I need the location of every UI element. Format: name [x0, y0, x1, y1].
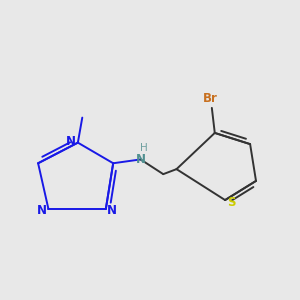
Text: N: N — [37, 204, 47, 217]
Text: N: N — [107, 204, 117, 217]
Text: N: N — [65, 135, 76, 148]
Text: N: N — [136, 153, 146, 166]
Text: H: H — [140, 143, 148, 153]
Text: Br: Br — [203, 92, 218, 105]
Text: S: S — [227, 196, 235, 209]
